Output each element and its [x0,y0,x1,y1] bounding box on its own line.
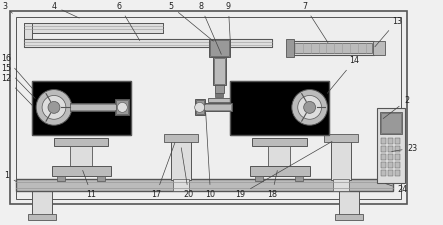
Circle shape [117,102,127,112]
Bar [388,154,393,160]
Text: 4: 4 [51,2,79,18]
Bar [57,176,65,181]
Bar [395,138,400,144]
Bar [210,40,229,56]
Bar [381,162,386,168]
Text: 1: 1 [4,171,16,181]
Text: 13: 13 [375,17,402,47]
Text: 16: 16 [1,54,32,88]
Bar [70,146,92,166]
Bar [32,81,131,135]
Bar [116,99,129,115]
Bar [252,138,307,146]
Text: 14: 14 [327,56,359,93]
Bar [286,39,294,57]
Bar [395,162,400,168]
Bar [268,146,290,166]
Bar [331,138,351,180]
Bar [250,166,310,176]
Bar [208,99,231,102]
Text: 7: 7 [302,2,328,43]
Bar [215,92,223,97]
Bar [388,146,393,152]
Bar [16,17,401,198]
Text: 12: 12 [1,74,32,105]
Bar [16,179,393,191]
Bar [334,179,349,191]
Bar [171,138,191,180]
Bar [173,179,189,191]
Bar [201,104,231,110]
Circle shape [298,95,322,119]
Text: 23: 23 [392,144,418,153]
Text: 20: 20 [181,148,194,199]
Circle shape [36,90,72,125]
Bar [373,41,385,55]
Bar [28,214,56,220]
Bar [290,41,374,55]
Bar [32,81,131,135]
Bar [70,104,117,111]
Bar [214,58,225,84]
Text: 24: 24 [385,184,408,194]
Bar [24,39,272,47]
Bar [395,170,400,176]
Bar [117,100,128,114]
Bar [54,138,109,146]
Text: 18: 18 [267,171,277,199]
Bar [381,138,386,144]
Text: 9: 9 [226,2,231,40]
Bar [97,176,105,181]
Text: 6: 6 [117,2,140,40]
Bar [32,191,52,218]
Bar [388,170,393,176]
Bar [395,154,400,160]
Bar [388,162,393,168]
Bar [381,154,386,160]
Bar [201,104,232,111]
Text: 3: 3 [3,2,12,13]
Bar [209,39,230,57]
Bar [292,43,372,53]
Text: 10: 10 [206,113,216,199]
Bar [213,57,226,85]
Bar [335,214,363,220]
Bar [230,81,330,135]
Text: 15: 15 [1,64,35,99]
Bar [214,85,225,92]
Bar [24,23,32,47]
Bar [380,112,402,134]
Bar [164,134,198,142]
Bar [377,108,405,183]
Circle shape [194,102,205,112]
Bar [24,39,272,47]
Text: 2: 2 [383,96,409,119]
Bar [381,170,386,176]
Bar [381,146,386,152]
Bar [230,81,330,135]
Bar [24,23,163,33]
Bar [255,176,263,181]
Circle shape [292,90,327,125]
Bar [24,23,163,33]
Text: 8: 8 [198,2,222,54]
Text: 11: 11 [83,170,97,199]
Text: 19: 19 [235,142,332,199]
Bar [10,11,407,205]
Bar [388,138,393,144]
Circle shape [48,101,60,113]
Bar [52,166,112,176]
Bar [325,134,358,142]
Bar [196,100,204,114]
Text: 5: 5 [168,2,214,41]
Bar [295,176,303,181]
Circle shape [304,101,315,113]
Circle shape [42,95,66,119]
Bar [70,104,117,110]
Text: 17: 17 [151,143,175,199]
Bar [395,146,400,152]
Bar [194,99,205,115]
Bar [381,113,401,133]
Bar [339,191,359,218]
